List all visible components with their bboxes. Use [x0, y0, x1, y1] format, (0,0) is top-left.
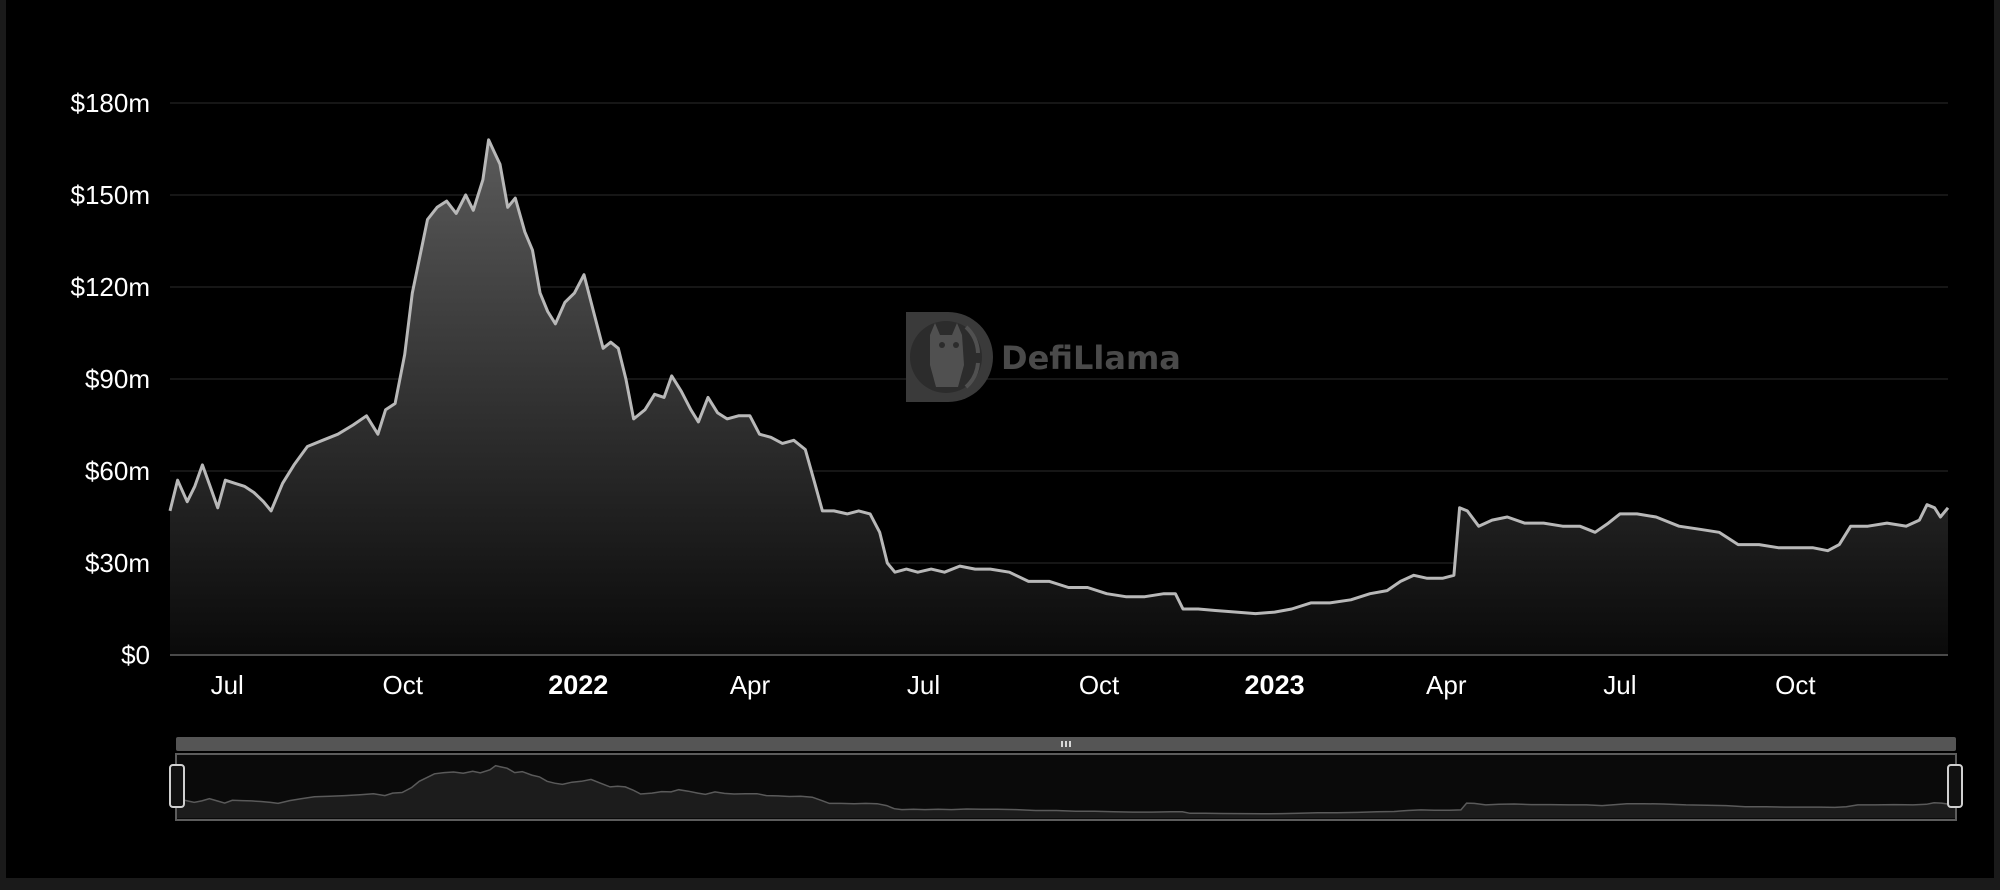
frame-right-edge [1994, 0, 2000, 890]
grip-icon[interactable] [1061, 741, 1071, 747]
x-tick-label: Jul [1603, 670, 1636, 700]
y-tick-label: $150m [71, 180, 151, 210]
y-tick-label: $120m [71, 272, 151, 302]
frame-left-edge [0, 0, 6, 890]
slider-mini-chart [176, 764, 1956, 818]
slider-mini-area [177, 765, 1955, 818]
y-tick-label: $180m [71, 88, 151, 118]
slider-handle-right[interactable] [1947, 764, 1963, 808]
y-tick-label: $60m [85, 456, 150, 486]
x-tick-label: 2023 [1245, 670, 1305, 700]
tvl-line [168, 138, 1950, 616]
watermark: DefiLlama [906, 312, 1181, 402]
x-axis-ticks: Jul Oct 2022 Apr Jul Oct 2023 Apr Jul Oct [211, 670, 1817, 700]
x-tick-label: 2022 [548, 670, 608, 700]
slider-mini-line [176, 764, 1956, 815]
watermark-text: DefiLlama [1001, 339, 1181, 377]
range-slider[interactable] [169, 737, 1963, 821]
x-tick-label: Jul [907, 670, 940, 700]
llama-logo-icon [906, 312, 993, 402]
tvl-area [168, 138, 1950, 656]
x-tick-label: Apr [1426, 670, 1467, 700]
frame-bottom-edge [0, 878, 2000, 890]
x-tick-label: Oct [1775, 670, 1816, 700]
y-axis-ticks: $0 $30m $60m $90m $120m $150m $180m [71, 88, 151, 670]
tvl-area-fill [170, 139, 1948, 656]
x-tick-label: Oct [383, 670, 424, 700]
x-tick-label: Oct [1079, 670, 1120, 700]
y-tick-label: $90m [85, 364, 150, 394]
slider-handle-left[interactable] [169, 764, 185, 808]
x-tick-label: Jul [211, 670, 244, 700]
x-tick-label: Apr [730, 670, 771, 700]
y-tick-label: $0 [121, 640, 150, 670]
y-tick-label: $30m [85, 548, 150, 578]
